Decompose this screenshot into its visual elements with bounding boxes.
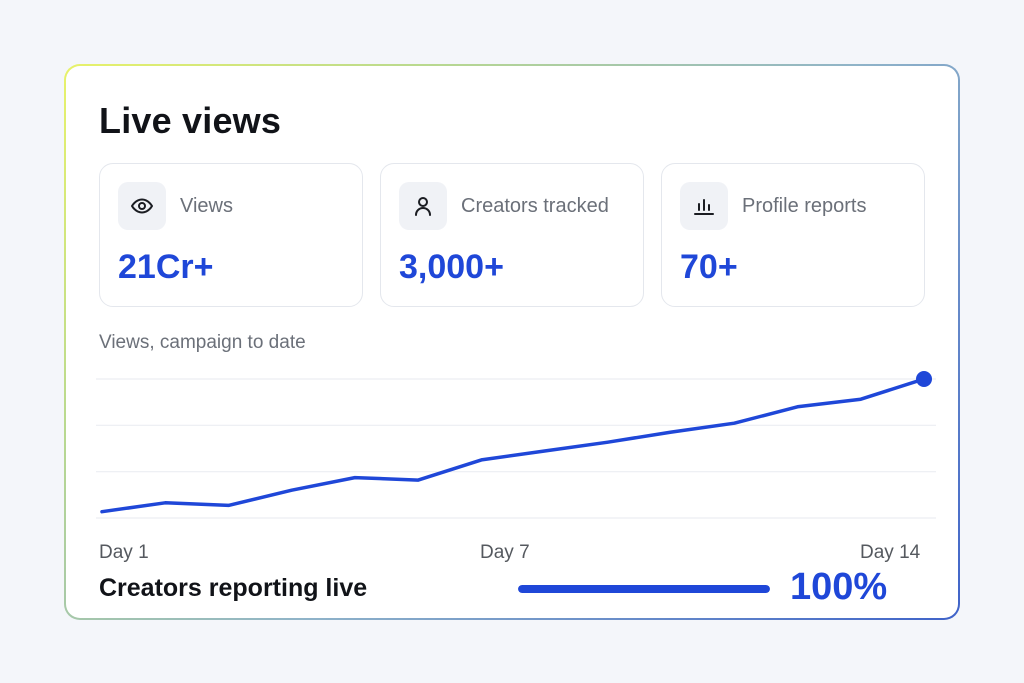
progress-value: 100% [790,566,888,608]
progress-fill [518,585,770,593]
user-icon [399,182,447,230]
bar-chart-icon [680,182,728,230]
x-tick-label: Day 7 [480,542,530,563]
stat-card-creators: Creators tracked 3,000+ [380,163,644,307]
progress-label: Creators reporting live [99,574,368,602]
stat-card-reports: Profile reports 70+ [661,163,925,307]
stat-value: 70+ [680,248,738,286]
progress-bar [518,585,770,593]
card-frame: Live views Views 21Cr+ Creators tracked … [64,64,960,620]
x-tick-label: Day 1 [99,542,149,563]
stat-value: 3,000+ [399,248,504,286]
chart-label: Views, campaign to date [99,332,306,353]
eye-icon [118,182,166,230]
stat-value: 21Cr+ [118,248,214,286]
stat-label: Views [180,195,233,217]
stat-label: Profile reports [742,195,867,217]
x-tick-label: Day 14 [860,542,921,563]
endpoint-marker [916,371,932,387]
stat-label: Creators tracked [461,195,609,217]
stat-card-views: Views 21Cr+ [99,163,363,307]
card-title: Live views [99,100,282,141]
live-views-card: Live views Views 21Cr+ Creators tracked … [66,66,958,618]
views-line-chart [96,371,936,519]
series-line [100,377,926,514]
